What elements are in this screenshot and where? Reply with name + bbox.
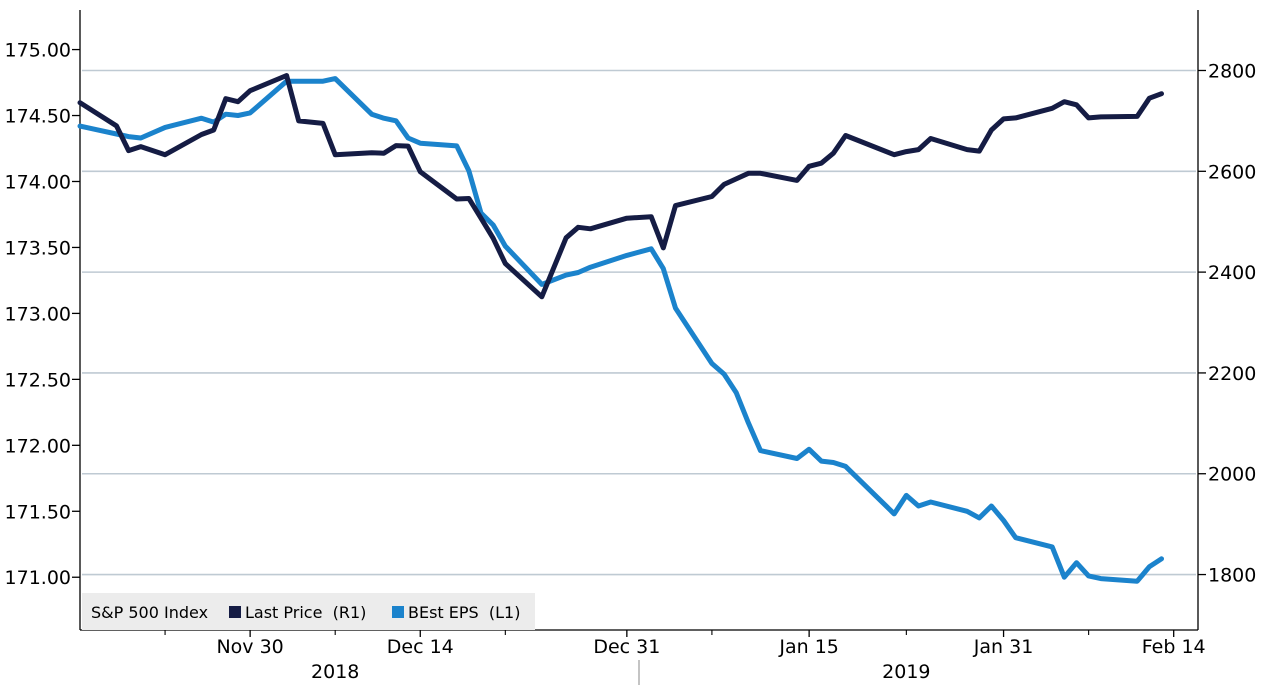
legend-entry-label: Last Price (R1) bbox=[245, 603, 366, 622]
left-axis-tick-label: 173.00 bbox=[5, 303, 71, 325]
legend-background bbox=[82, 593, 535, 630]
right-axis-tick-label: 2200 bbox=[1208, 363, 1256, 385]
legend: S&P 500 Index Last Price (R1) BEst EPS (L1… bbox=[82, 593, 535, 630]
x-axis-tick-label: Feb 14 bbox=[1142, 636, 1206, 658]
axes: 175.00 174.50 174.00 173.50 173.00 172.50 172.… bbox=[5, 10, 1256, 685]
left-axis-tick-label: 172.00 bbox=[5, 435, 71, 457]
legend-title: S&P 500 Index bbox=[91, 603, 208, 622]
left-axis-tick-label: 173.50 bbox=[5, 237, 71, 259]
left-axis-tick-label: 171.00 bbox=[5, 567, 71, 589]
x-axis-tick-label: Jan 31 bbox=[973, 636, 1034, 658]
legend-swatch bbox=[229, 606, 241, 618]
right-axis-tick-label: 1800 bbox=[1208, 565, 1256, 587]
left-axis-tick-label: 171.50 bbox=[5, 501, 71, 523]
right-axis-tick-label: 2800 bbox=[1208, 60, 1256, 82]
x-axis-tick-label: Dec 14 bbox=[387, 636, 454, 658]
series-lines bbox=[77, 73, 1164, 584]
right-axis-tick-label: 2400 bbox=[1208, 262, 1256, 284]
x-axis-tick-label: Jan 15 bbox=[778, 636, 839, 658]
x-axis-year-label: 2018 bbox=[311, 661, 359, 683]
left-axis-tick-label: 174.00 bbox=[5, 171, 71, 193]
left-axis-tick-label: 172.50 bbox=[5, 369, 71, 391]
x-axis-tick-label: Dec 31 bbox=[593, 636, 660, 658]
right-axis-tick-label: 2000 bbox=[1208, 464, 1256, 486]
right-axis-tick-label: 2600 bbox=[1208, 161, 1256, 183]
left-axis-tick-label: 175.00 bbox=[5, 40, 71, 62]
grid-lines bbox=[82, 69, 1196, 576]
x-axis-tick-label: Nov 30 bbox=[216, 636, 283, 658]
x-axis-year-label: 2019 bbox=[882, 661, 930, 683]
left-axis-tick-label: 174.50 bbox=[5, 106, 71, 128]
series-line-last-price bbox=[77, 73, 1164, 300]
series-line-best-eps bbox=[77, 76, 1164, 584]
legend-entry-label: BEst EPS (L1) bbox=[408, 603, 520, 622]
legend-swatch bbox=[392, 606, 404, 618]
